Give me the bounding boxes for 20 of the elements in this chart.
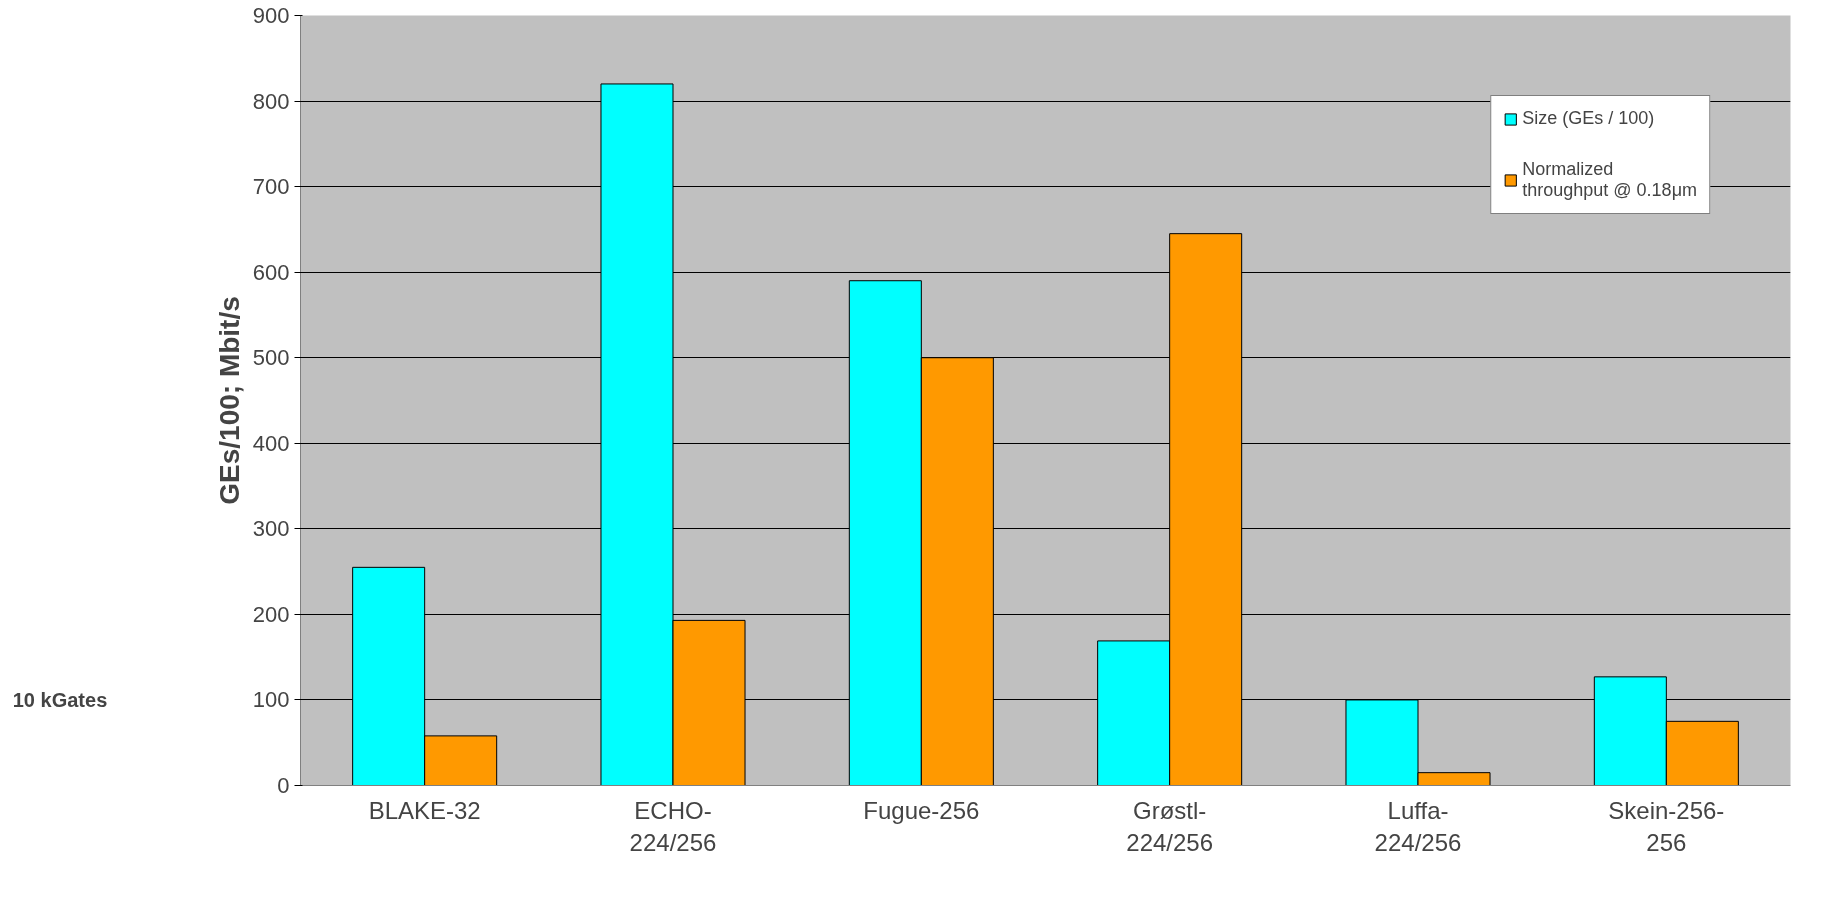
legend-label: Normalized throughput @ 0.18μm [1522, 159, 1697, 201]
x-tick-label: Skein-256-256 [1608, 796, 1725, 856]
x-tick-label: BLAKE-32 [368, 796, 481, 824]
x-tick-label: Fugue-256 [863, 796, 980, 824]
y-tick-label: 700 [252, 174, 290, 200]
x-tick-label: Luffa-224/256 [1374, 796, 1462, 856]
y-tick-label: 600 [252, 259, 290, 285]
y-tick-label: 800 [252, 88, 290, 114]
y-tick-label: 200 [252, 601, 290, 627]
y-tick-label: 400 [252, 430, 290, 456]
text: 10 kGates [12, 688, 108, 711]
y-tick-label: 900 [252, 3, 290, 28]
y-tick-label: 0 [277, 773, 290, 798]
x-tick-label: ECHO-224/256 [629, 796, 717, 856]
y-axis-title: GEs/100; Mbit/s [213, 296, 245, 505]
y-tick-label: 100 [252, 687, 290, 713]
y-tick-label: 500 [252, 345, 290, 371]
y-tick-label: 300 [252, 516, 290, 542]
x-tick-label: Grøstl-224/256 [1126, 796, 1214, 856]
legend-label: Size (GEs / 100) [1522, 108, 1655, 129]
